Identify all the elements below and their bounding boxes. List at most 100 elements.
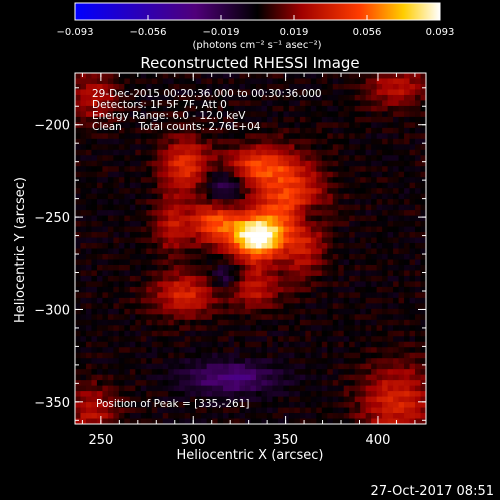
heatmap-cell (310, 133, 317, 140)
heatmap-cell (245, 199, 251, 206)
heatmap-cell (365, 232, 372, 238)
heatmap-cell (393, 166, 399, 173)
heatmap-cell (85, 199, 92, 206)
heatmap-cell (96, 297, 103, 304)
heatmap-cell (113, 319, 120, 326)
heatmap-cell (245, 270, 251, 277)
heatmap-cell (387, 308, 394, 315)
heatmap-cell (283, 292, 290, 299)
heatmap-cell (201, 100, 208, 107)
heatmap-cell (310, 199, 317, 206)
heatmap-cell (102, 308, 109, 315)
heatmap-cell (316, 385, 323, 392)
heatmap-cell (129, 385, 136, 392)
heatmap-cell (228, 166, 235, 173)
heatmap-cell (376, 363, 383, 370)
heatmap-cell (118, 369, 125, 376)
heatmap-cell (201, 275, 208, 282)
heatmap-cell (277, 391, 284, 397)
heatmap-cell (212, 286, 218, 293)
heatmap-cell (91, 369, 98, 376)
heatmap-cell (157, 204, 164, 211)
heatmap-cell (382, 204, 389, 211)
heatmap-cell (371, 226, 378, 233)
heatmap-cell (201, 407, 208, 414)
heatmap-cell (382, 407, 389, 414)
heatmap-cell (250, 144, 257, 151)
colorbar-tick-label: 0.056 (353, 27, 382, 38)
heatmap-cell (283, 325, 290, 332)
heatmap-cell (195, 215, 202, 222)
heatmap-cell (168, 396, 175, 403)
heatmap-cell (272, 380, 279, 387)
heatmap-cell (261, 133, 268, 140)
heatmap-cell (299, 374, 306, 381)
heatmap-cell (354, 303, 361, 310)
heatmap-cell (228, 73, 235, 79)
heatmap-cell (206, 199, 213, 206)
heatmap-cell (129, 78, 136, 85)
heatmap-cell (80, 237, 87, 244)
heatmap-cell (179, 78, 186, 85)
heatmap-cell (217, 319, 224, 326)
heatmap-cell (179, 286, 186, 293)
heatmap-cell (288, 314, 295, 321)
heatmap-cell (173, 303, 180, 310)
heatmap-cell (184, 204, 191, 211)
heatmap-cell (283, 210, 290, 216)
heatmap-cell (212, 418, 218, 424)
heatmap-cell (217, 297, 224, 304)
heatmap-cell (168, 347, 175, 354)
heatmap-cell (85, 336, 92, 343)
heatmap-cell (360, 253, 367, 260)
heatmap-cell (102, 237, 109, 244)
heatmap-cell (288, 155, 295, 162)
heatmap-cell (288, 160, 295, 167)
heatmap-cell (365, 374, 372, 381)
heatmap-cell (283, 391, 290, 397)
heatmap-cell (206, 413, 213, 419)
heatmap-cell (283, 94, 290, 101)
heatmap-cell (415, 111, 421, 118)
heatmap-cell (118, 111, 125, 118)
heatmap-cell (135, 226, 142, 233)
heatmap-cell (91, 204, 98, 211)
heatmap-cell (327, 210, 334, 216)
heatmap-cell (398, 138, 405, 145)
heatmap-cell (283, 83, 290, 90)
heatmap-cell (245, 391, 251, 397)
heatmap-cell (129, 308, 136, 315)
heatmap-cell (404, 171, 410, 178)
heatmap-cell (129, 407, 136, 414)
heatmap-cell (223, 160, 229, 167)
heatmap-cell (294, 413, 301, 419)
heatmap-cell (393, 243, 399, 249)
heatmap-cell (288, 221, 295, 227)
heatmap-cell (239, 83, 246, 90)
heatmap-cell (212, 303, 218, 310)
heatmap-cell (387, 171, 394, 178)
heatmap-cell (75, 391, 81, 397)
heatmap-cell (266, 292, 273, 299)
heatmap-cell (80, 374, 87, 381)
heatmap-cell (321, 270, 328, 277)
heatmap-cell (387, 94, 394, 101)
heatmap-cell (415, 407, 421, 414)
heatmap-cell (173, 177, 180, 184)
heatmap-cell (343, 204, 350, 211)
heatmap-cell (179, 133, 186, 140)
heatmap-cell (217, 78, 224, 85)
heatmap-cell (239, 155, 246, 162)
heatmap-cell (91, 83, 98, 90)
heatmap-cell (415, 275, 421, 282)
heatmap-cell (354, 352, 361, 359)
heatmap-cell (245, 215, 251, 222)
heatmap-cell (228, 127, 235, 134)
heatmap-cell (201, 418, 208, 424)
heatmap-cell (250, 396, 257, 403)
heatmap-cell (96, 286, 103, 293)
heatmap-cell (124, 341, 131, 348)
heatmap-cell (113, 286, 120, 293)
heatmap-cell (107, 204, 114, 211)
x-tick-label: 350 (273, 433, 298, 448)
